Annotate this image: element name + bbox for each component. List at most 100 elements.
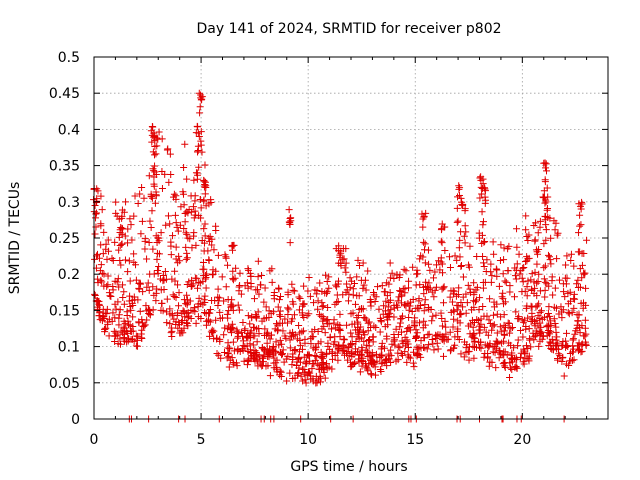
data-point — [124, 268, 132, 276]
data-point — [295, 306, 303, 314]
data-point — [114, 275, 122, 283]
data-point — [451, 333, 459, 341]
data-point — [285, 305, 293, 313]
data-point — [336, 327, 344, 335]
data-point — [500, 337, 508, 345]
data-point — [560, 288, 568, 296]
data-point — [541, 293, 549, 301]
data-point — [575, 229, 583, 237]
data-point — [146, 270, 154, 278]
data-point — [110, 327, 118, 335]
data-point — [127, 221, 135, 229]
data-point — [361, 314, 369, 322]
data-point — [396, 287, 404, 295]
data-point — [439, 284, 447, 292]
data-point — [130, 250, 138, 258]
data-point — [131, 192, 139, 200]
data-point — [294, 355, 302, 363]
data-point — [276, 336, 284, 344]
data-point — [457, 263, 465, 271]
data-point — [368, 371, 376, 379]
data-point — [205, 234, 213, 242]
data-point — [441, 317, 449, 325]
data-point — [504, 319, 512, 327]
data-point — [536, 319, 544, 327]
data-point — [194, 148, 202, 156]
data-point — [555, 350, 563, 358]
data-point — [524, 237, 532, 245]
data-point — [578, 261, 586, 269]
data-point — [551, 226, 559, 234]
data-point — [140, 322, 148, 330]
data-point — [366, 296, 374, 304]
data-point — [275, 284, 283, 292]
data-point — [456, 184, 464, 192]
data-point — [502, 278, 510, 286]
data-point — [324, 339, 332, 347]
data-point — [525, 254, 533, 262]
data-point — [225, 307, 233, 315]
data-point — [541, 286, 549, 294]
data-point — [194, 313, 202, 321]
data-point — [111, 238, 119, 246]
data-point — [128, 236, 136, 244]
data-point — [446, 263, 454, 271]
data-point — [413, 266, 421, 274]
data-point — [420, 238, 428, 246]
data-point — [429, 312, 437, 320]
data-point — [231, 274, 239, 282]
data-point — [514, 342, 522, 350]
data-point — [541, 278, 549, 286]
data-point — [438, 336, 446, 344]
data-point — [200, 265, 208, 273]
data-point — [430, 274, 437, 282]
data-point — [254, 257, 262, 265]
data-point — [506, 282, 514, 290]
data-point — [132, 342, 140, 350]
data-point — [247, 329, 255, 337]
data-point — [250, 350, 258, 358]
data-point — [290, 311, 298, 319]
data-point — [244, 284, 252, 292]
data-point — [437, 309, 445, 317]
data-point — [409, 359, 417, 367]
data-point — [563, 342, 571, 349]
data-point — [392, 301, 400, 309]
data-point — [138, 217, 146, 225]
data-point — [520, 263, 528, 271]
data-point — [372, 323, 380, 331]
data-point — [543, 167, 551, 175]
y-tick-label: 0.45 — [49, 86, 80, 102]
data-point — [387, 346, 395, 354]
data-point — [189, 203, 197, 211]
data-point — [461, 222, 469, 230]
data-point — [319, 361, 327, 369]
data-point — [224, 322, 232, 330]
data-point — [291, 287, 299, 295]
data-point — [147, 127, 155, 135]
data-point — [519, 333, 527, 341]
data-point — [296, 294, 304, 302]
data-point — [145, 238, 153, 246]
data-point — [470, 288, 478, 296]
data-point — [187, 282, 195, 290]
data-point — [466, 320, 474, 328]
data-point — [520, 345, 528, 353]
data-point — [275, 341, 283, 349]
data-point — [112, 209, 120, 217]
data-point — [364, 327, 372, 335]
data-point — [478, 208, 486, 216]
data-point — [233, 334, 241, 342]
data-point — [269, 351, 277, 359]
data-point — [420, 307, 428, 315]
data-point — [508, 349, 516, 357]
data-point — [569, 356, 577, 364]
data-point — [531, 332, 539, 340]
data-point — [208, 329, 216, 337]
data-point — [279, 350, 287, 358]
data-point — [498, 339, 506, 347]
data-point — [446, 328, 454, 336]
data-point — [570, 290, 578, 298]
data-point — [397, 350, 405, 358]
data-point — [499, 270, 507, 278]
